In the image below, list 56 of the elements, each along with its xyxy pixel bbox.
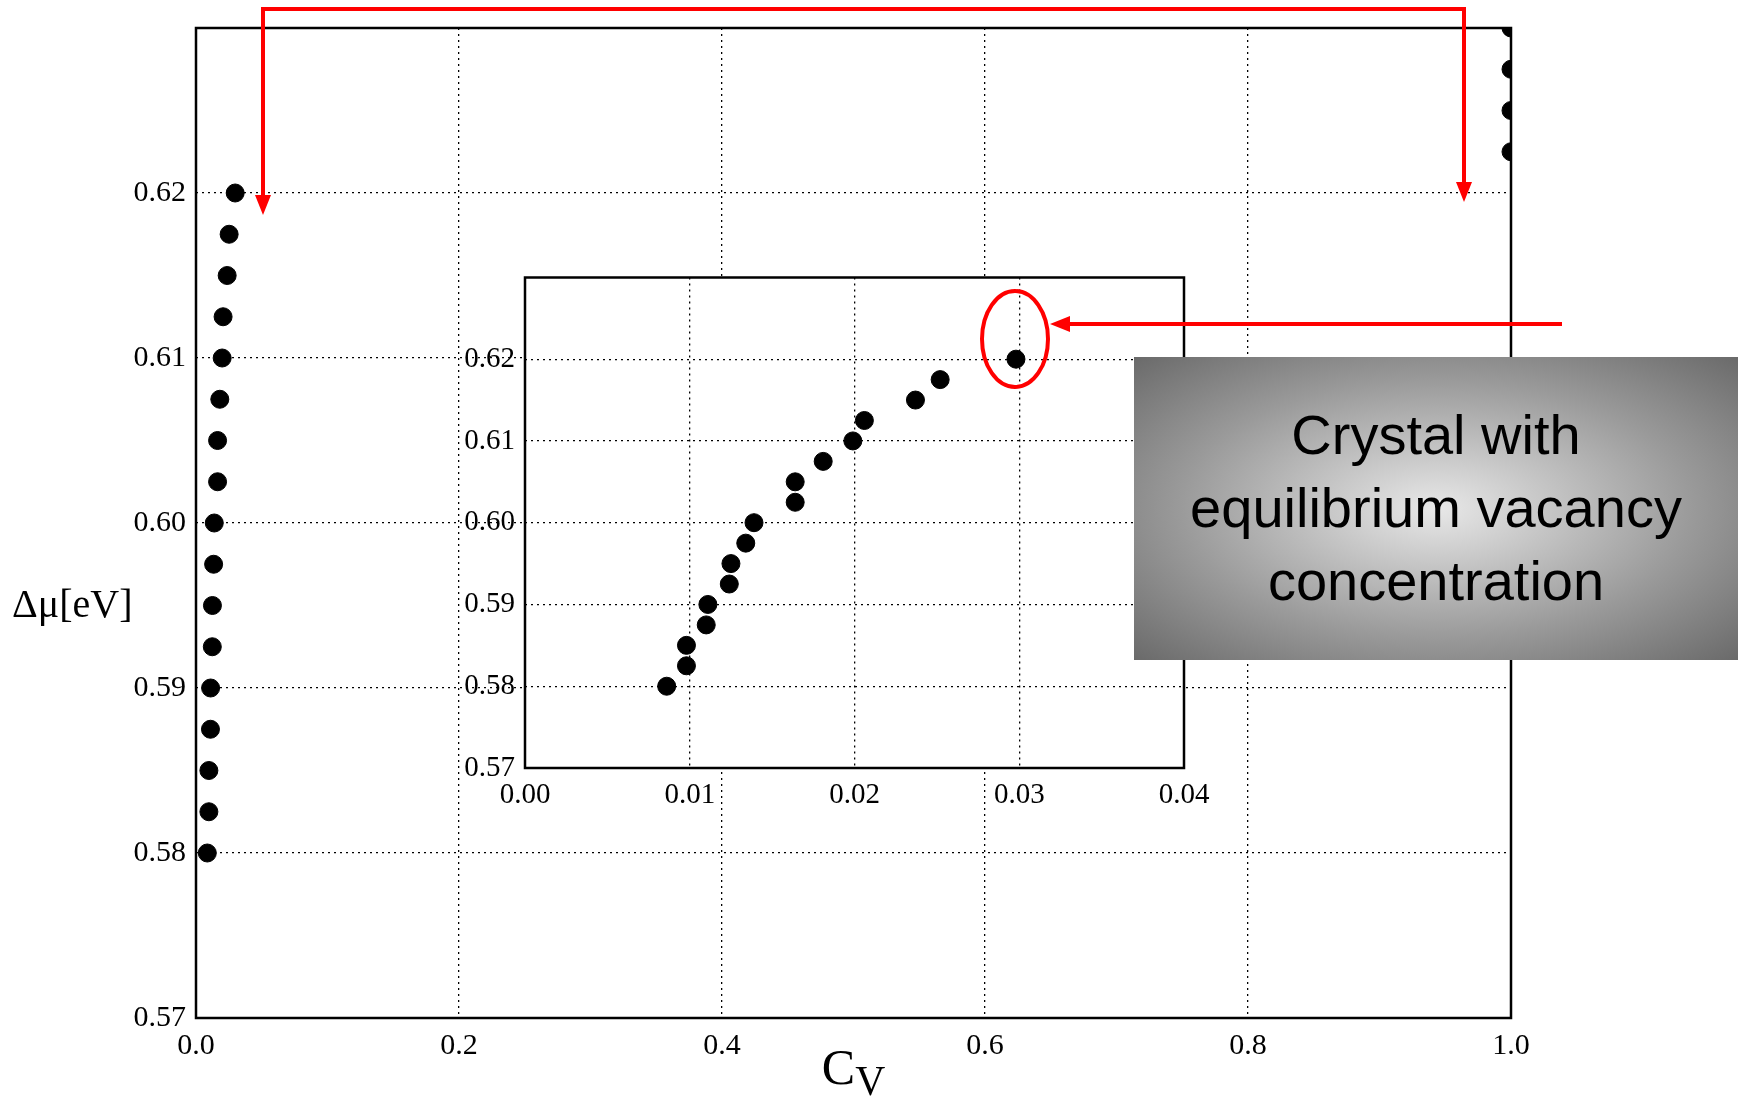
point: [217, 266, 237, 285]
x-axis-title: C$_{V}$: [821, 1039, 886, 1104]
y-tick-label: 0.61: [464, 422, 515, 455]
point: [785, 472, 805, 492]
point: [905, 390, 925, 410]
point: [698, 594, 718, 614]
point: [744, 513, 764, 533]
point: [719, 574, 739, 594]
x-tick-label: 0.4: [703, 1026, 741, 1060]
point: [676, 656, 696, 676]
y-tick-label: 0.59: [133, 668, 186, 702]
point: [1006, 349, 1026, 369]
point: [225, 183, 245, 203]
point: [930, 370, 950, 390]
point: [212, 348, 232, 368]
x-tick-label: 0.8: [1229, 1026, 1267, 1060]
point: [657, 676, 677, 696]
point: [199, 761, 219, 780]
point: [210, 389, 230, 409]
x-tick-label: 1.0: [1492, 1026, 1530, 1060]
y-tick-label: 0.60: [464, 504, 515, 537]
x-tick-label: 0.01: [664, 777, 716, 810]
point: [676, 635, 696, 655]
x-tick-label: 0.04: [1158, 777, 1210, 810]
x-tick-label: 0.6: [966, 1026, 1004, 1060]
y-tick-label: 0.61: [133, 338, 186, 372]
y-tick-label: 0.59: [464, 586, 515, 619]
point: [204, 554, 224, 574]
y-tick-label: 0.62: [464, 340, 515, 373]
point: [696, 615, 716, 635]
x-tick-label: 0.03: [993, 777, 1045, 810]
point: [785, 492, 805, 512]
point: [208, 431, 228, 450]
point: [208, 472, 228, 492]
y-tick-label: 0.58: [133, 833, 186, 867]
x-tick-label: 0.2: [440, 1026, 478, 1060]
point: [813, 451, 833, 471]
point: [213, 307, 233, 327]
point: [204, 513, 224, 533]
y-tick-label: 0.60: [133, 503, 186, 537]
point: [854, 410, 874, 430]
x-tick-label: 0.02: [829, 777, 880, 810]
point: [721, 554, 741, 574]
point: [201, 678, 221, 698]
point: [200, 719, 220, 739]
point: [202, 596, 222, 615]
point: [199, 802, 219, 822]
y-axis-title: Δμ[eV]: [12, 580, 133, 627]
point: [219, 224, 239, 244]
point: [197, 843, 217, 863]
y-tick-label: 0.58: [464, 667, 515, 700]
point: [736, 533, 756, 553]
point: [202, 637, 222, 657]
point: [843, 431, 863, 451]
y-tick-label: 0.62: [133, 173, 186, 207]
annotation: Crystal with equilibrium vacancy concentration: [1189, 402, 1683, 614]
